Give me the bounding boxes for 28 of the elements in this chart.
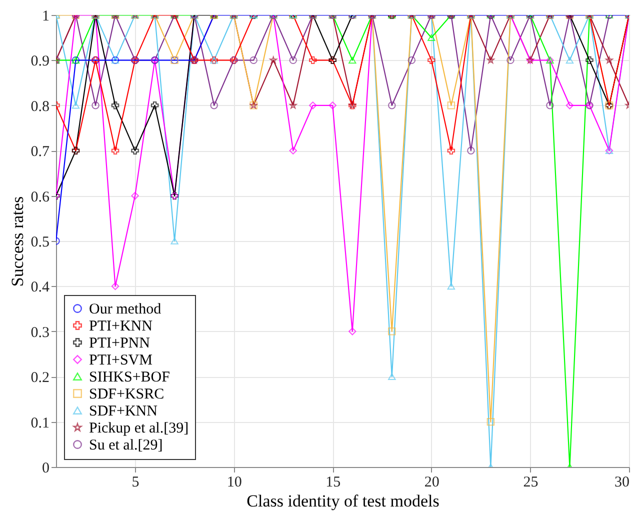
y-tick-label: 1 bbox=[42, 8, 50, 24]
x-tick-label: 10 bbox=[226, 474, 242, 490]
y-tick-label: 0.4 bbox=[30, 280, 50, 296]
y-tick-label: 0.5 bbox=[30, 234, 50, 250]
y-tick-label: 0.1 bbox=[30, 415, 50, 432]
x-tick-label: 30 bbox=[614, 474, 630, 490]
y-tick-label: 0.8 bbox=[30, 98, 50, 115]
x-tick-label: 15 bbox=[326, 474, 341, 490]
legend-label: Our method bbox=[89, 302, 162, 318]
legend-label: SIHKS+BOF bbox=[89, 370, 170, 386]
y-tick-label: 0.6 bbox=[30, 189, 50, 206]
y-tick-label: 0 bbox=[42, 460, 50, 476]
legend-label: SDF+KNN bbox=[89, 404, 158, 420]
y-tick-label: 0.3 bbox=[30, 324, 50, 341]
y-tick-label: 0.2 bbox=[30, 370, 50, 386]
legend-label: Pickup et al.[39] bbox=[89, 420, 189, 436]
y-tick-label: 0.7 bbox=[30, 144, 50, 160]
y-tick-label: 0.9 bbox=[30, 54, 50, 70]
legend-label: PTI+PNN bbox=[89, 336, 150, 352]
legend-label: PTI+KNN bbox=[89, 318, 153, 334]
legend-label: PTI+SVM bbox=[89, 352, 152, 368]
x-axis-title: Class identity of test models bbox=[246, 492, 440, 510]
x-tick-label: 5 bbox=[132, 474, 140, 490]
legend-label: SDF+KSRC bbox=[89, 386, 164, 402]
x-tick-label: 25 bbox=[523, 474, 538, 490]
legend-label: Su et al.[29] bbox=[89, 438, 163, 454]
x-tick-label: 20 bbox=[424, 474, 440, 490]
y-axis-title: Success rates bbox=[8, 196, 27, 287]
